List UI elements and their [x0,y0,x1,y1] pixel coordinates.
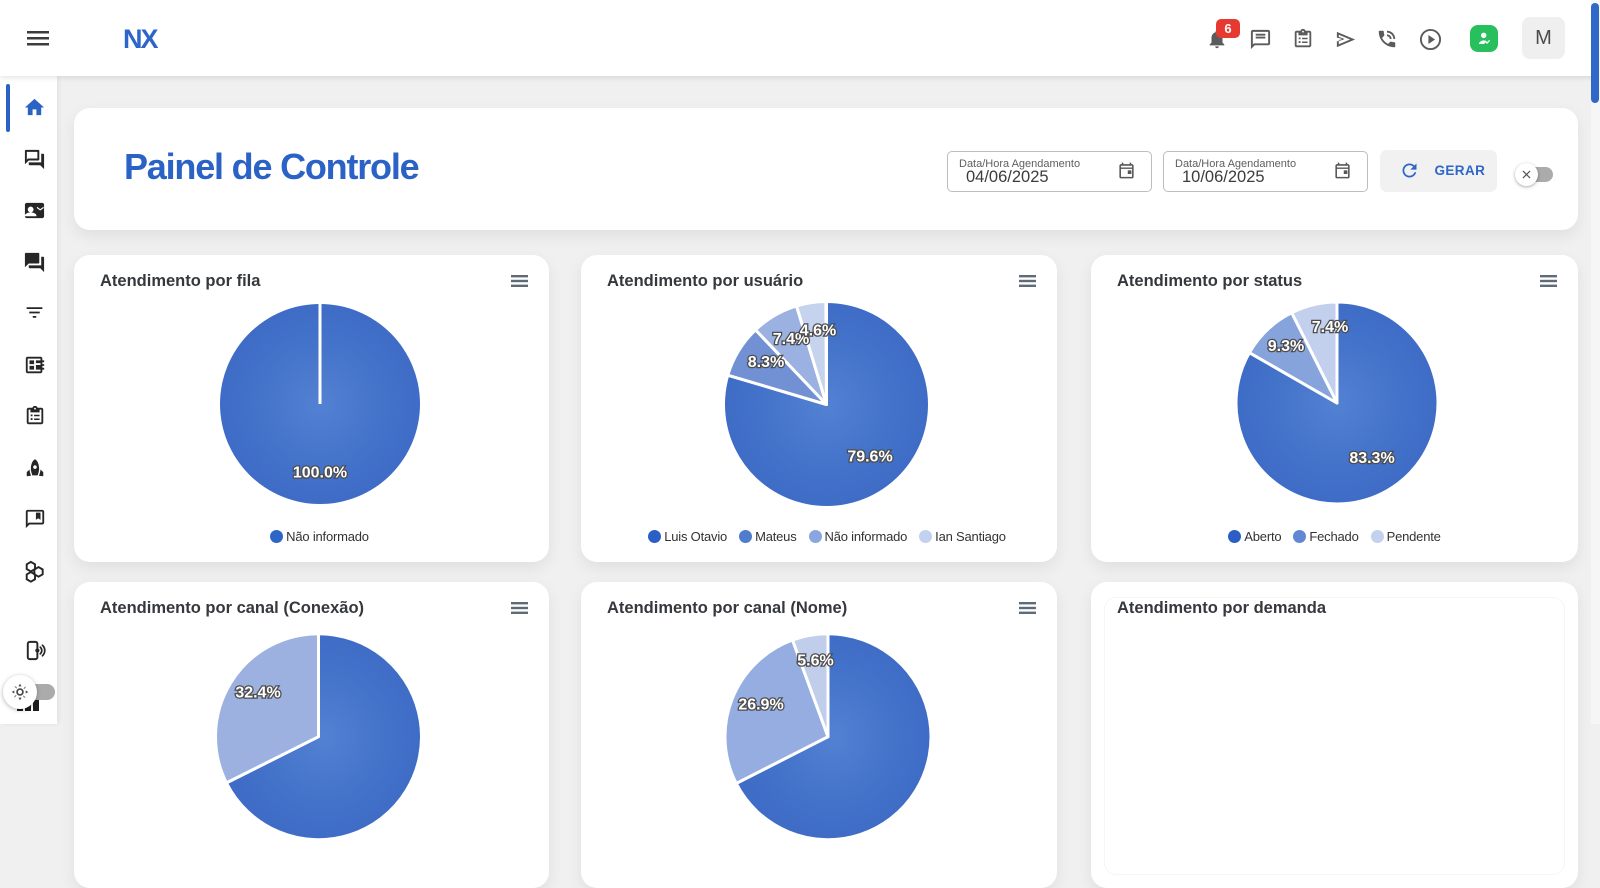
svg-text:7.4%: 7.4% [773,331,809,348]
svg-text:26.9%: 26.9% [738,697,783,714]
svg-text:83.3%: 83.3% [1349,450,1394,467]
svg-text:79.6%: 79.6% [847,449,892,466]
svg-text:9.3%: 9.3% [1268,338,1304,355]
svg-text:5.6%: 5.6% [797,652,833,669]
svg-text:7.4%: 7.4% [1312,319,1348,336]
svg-text:32.4%: 32.4% [235,685,280,702]
svg-text:100.0%: 100.0% [293,465,347,482]
svg-text:4.6%: 4.6% [800,323,836,340]
svg-text:8.3%: 8.3% [748,354,784,371]
